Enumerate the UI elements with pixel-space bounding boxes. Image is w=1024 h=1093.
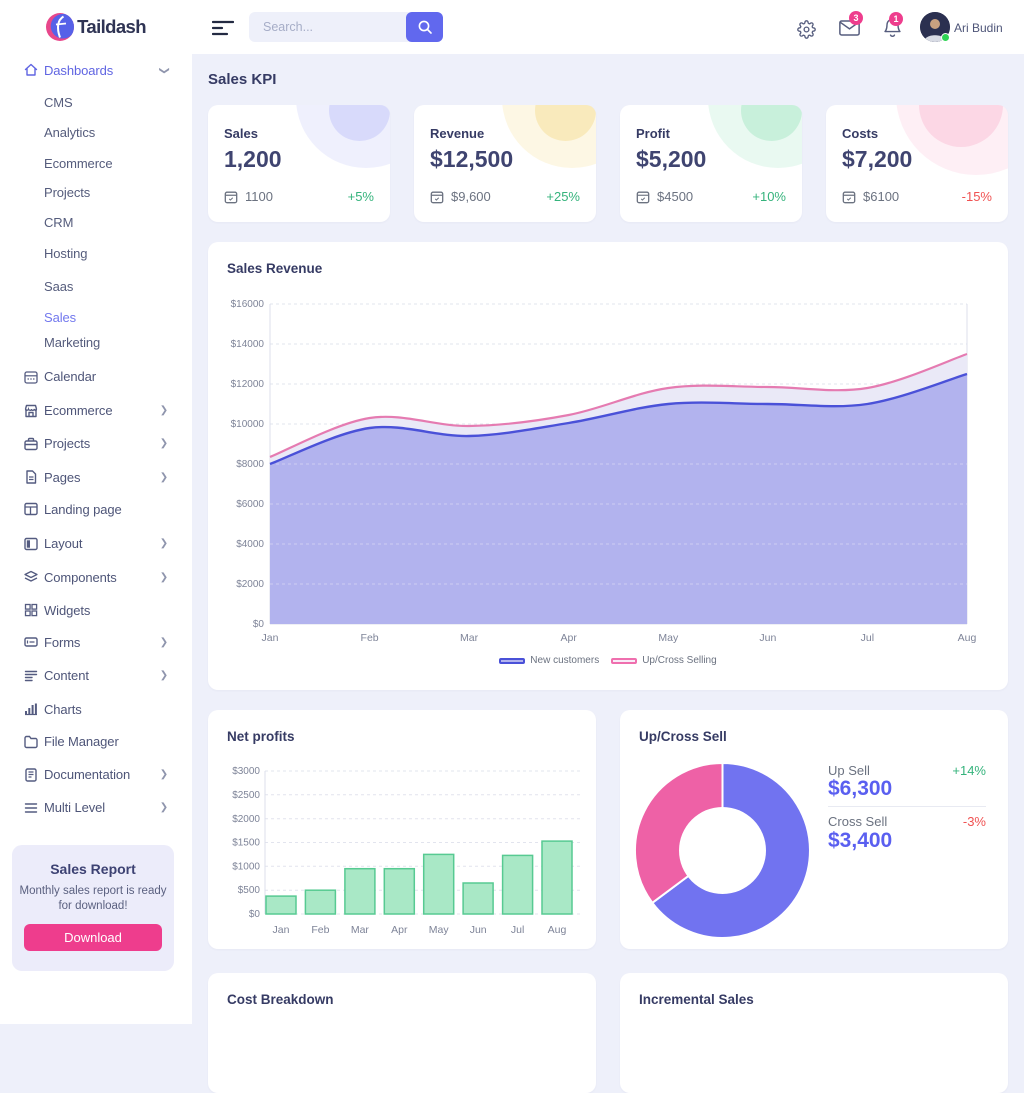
svg-text:$500: $500: [238, 885, 261, 896]
svg-text:Aug: Aug: [958, 632, 977, 644]
svg-text:$0: $0: [249, 909, 261, 920]
svg-text:$14000: $14000: [231, 339, 265, 350]
svg-text:$10000: $10000: [231, 419, 265, 430]
svg-text:$3000: $3000: [232, 766, 260, 777]
svg-text:Feb: Feb: [311, 924, 329, 936]
svg-text:Aug: Aug: [548, 924, 567, 936]
svg-text:Jun: Jun: [470, 924, 487, 936]
svg-text:May: May: [658, 632, 679, 644]
svg-text:Feb: Feb: [361, 632, 379, 644]
svg-text:Jun: Jun: [759, 632, 776, 644]
svg-text:Apr: Apr: [391, 924, 408, 936]
svg-text:Jul: Jul: [511, 924, 524, 936]
svg-text:$0: $0: [253, 619, 265, 630]
svg-text:$2000: $2000: [236, 579, 264, 590]
svg-text:Jan: Jan: [262, 632, 279, 644]
svg-text:$4000: $4000: [236, 539, 264, 550]
svg-text:Mar: Mar: [351, 924, 370, 936]
svg-text:Apr: Apr: [561, 632, 578, 644]
svg-text:$12000: $12000: [231, 379, 265, 390]
svg-text:$1000: $1000: [232, 862, 260, 873]
svg-text:May: May: [429, 924, 450, 936]
svg-text:$16000: $16000: [231, 299, 265, 310]
svg-text:$1500: $1500: [232, 838, 260, 849]
svg-text:Jul: Jul: [861, 632, 874, 644]
svg-text:Mar: Mar: [460, 632, 479, 644]
svg-text:$2500: $2500: [232, 790, 260, 801]
svg-text:Jan: Jan: [273, 924, 290, 936]
svg-text:$2000: $2000: [232, 814, 260, 825]
svg-text:$8000: $8000: [236, 459, 264, 470]
svg-text:$6000: $6000: [236, 499, 264, 510]
